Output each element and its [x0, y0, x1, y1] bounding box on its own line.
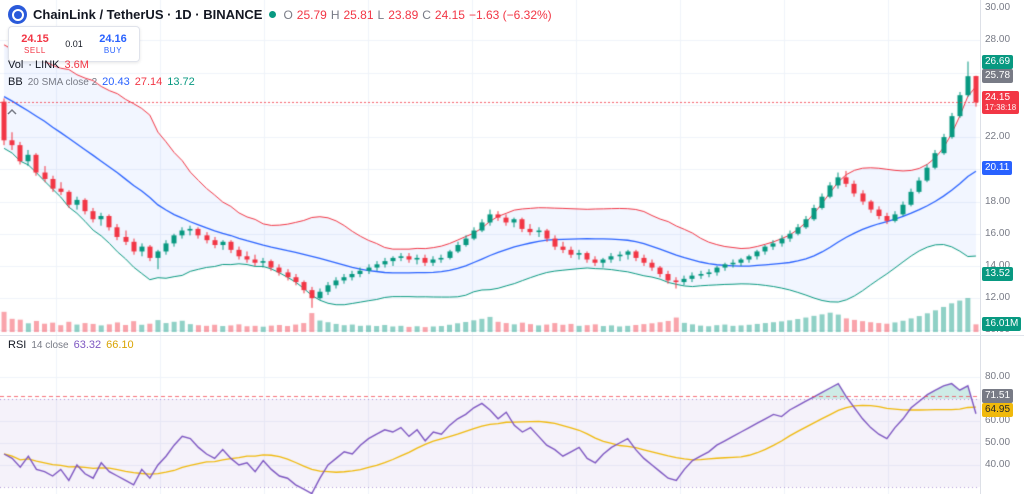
ohlc-open-value: 25.79: [296, 7, 327, 22]
chainlink-logo-icon: [8, 5, 27, 24]
axis-price-label: 20.11: [982, 160, 1013, 175]
sell-label: SELL: [24, 45, 46, 55]
volume-legend-value: 3.6M: [64, 59, 89, 71]
trade-panel: 24.15 SELL 0.01 24.16 BUY: [8, 26, 140, 62]
axis-tick: 40.00: [985, 459, 1011, 470]
ohlc-open-label: O: [283, 7, 293, 22]
ohlc-high-label: H: [330, 7, 340, 22]
axis-tick: 30.00: [985, 2, 1011, 14]
rsi-value: 63.32: [73, 339, 102, 351]
bb-basis-value: 20.43: [102, 76, 130, 88]
axis-tick: 50.00: [985, 437, 1011, 448]
buy-price: 24.16: [99, 32, 127, 45]
volume-legend-title: Vol: [8, 59, 24, 71]
buy-button[interactable]: 24.16 BUY: [87, 26, 140, 62]
axis-price-label: 71.51: [982, 388, 1014, 403]
ohlc-change: −1.63 (−6.32%): [468, 7, 552, 22]
bb-legend-params: 20 SMA close 2: [27, 76, 98, 88]
bb-legend[interactable]: BB 20 SMA close 2 20.43 27.14 13.72: [8, 76, 195, 88]
rsi-legend[interactable]: RSI 14 close 63.32 66.10: [8, 339, 134, 351]
chevron-up-icon[interactable]: [6, 108, 18, 116]
axis-tick: 28.00: [985, 34, 1011, 46]
spread-value: 0.01: [61, 26, 87, 62]
bb-upper-value: 27.14: [134, 76, 163, 88]
market-status-icon: [269, 11, 277, 18]
symbol-header: ChainLink / TetherUS · 1D · BINANCE O 25…: [8, 5, 552, 24]
sell-price: 24.15: [21, 32, 49, 45]
axis-tick: 16.00: [985, 227, 1011, 239]
volume-legend-symbol: · LINK: [28, 59, 60, 71]
ohlc-close-label: C: [422, 7, 431, 22]
price-scale[interactable]: 30.0028.0022.0018.0016.0014.0012.0010.00…: [980, 0, 1024, 494]
rsi-legend-title: RSI: [8, 339, 27, 351]
axis-price-label: 13.52: [982, 266, 1014, 281]
axis-price-label: 26.69: [982, 54, 1014, 69]
bb-legend-title: BB: [8, 76, 23, 88]
last-price-label: 24.15 17:38:18: [982, 91, 1020, 115]
ohlc-low-value: 23.89: [388, 7, 419, 22]
ohlc-readout: O 25.79 H 25.81 L 23.89 C 24.15 −1.63 (−…: [283, 8, 551, 22]
axis-tick: 12.00: [985, 292, 1011, 304]
axis-tick: 80.00: [985, 371, 1011, 382]
axis-tick: 60.00: [985, 415, 1011, 426]
axis-tick: 18.00: [985, 195, 1011, 207]
axis-tick: 14.00: [985, 259, 1011, 271]
symbol-title[interactable]: ChainLink / TetherUS · 1D · BINANCE: [33, 7, 263, 22]
volume-legend[interactable]: Vol · LINK 3.6M: [8, 59, 89, 71]
pane-separator[interactable]: [0, 335, 1024, 336]
rsi-legend-params: 14 close: [31, 339, 69, 351]
ohlc-close-value: 24.15: [434, 7, 465, 22]
rsi-ma-value: 66.10: [106, 339, 134, 351]
bb-lower-value: 13.72: [167, 76, 195, 88]
axis-tick: 22.00: [985, 131, 1011, 143]
axis-price-label: 25.78: [982, 69, 1014, 84]
ohlc-high-value: 25.81: [343, 7, 374, 22]
axis-price-label: 16.01M: [982, 317, 1022, 332]
buy-label: BUY: [103, 45, 123, 55]
ohlc-low-label: L: [377, 7, 385, 22]
axis-price-label: 64.95: [982, 403, 1014, 418]
sell-button[interactable]: 24.15 SELL: [8, 26, 61, 62]
